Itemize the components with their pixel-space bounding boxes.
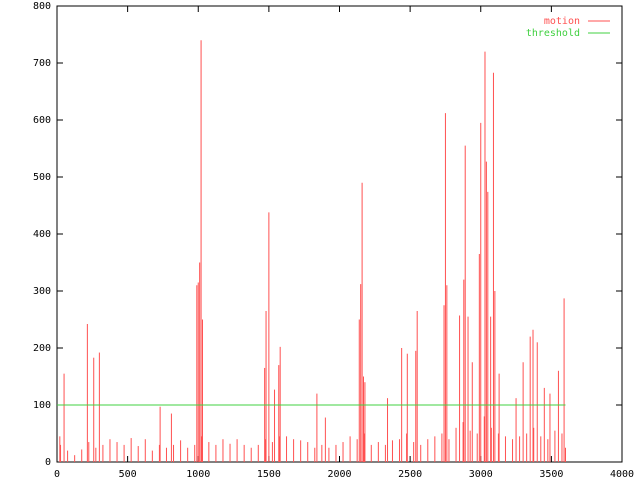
y-tick-label: 0 [45,457,51,468]
y-tick-label: 500 [33,172,51,183]
x-tick-label: 4000 [610,469,634,480]
y-tick-label: 700 [33,58,51,69]
x-tick-label: 2500 [398,469,422,480]
y-tick-label: 800 [33,1,51,12]
x-tick-label: 3000 [469,469,493,480]
y-tick-label: 200 [33,343,51,354]
legend-label: threshold [526,28,580,39]
y-tick-label: 600 [33,115,51,126]
x-tick-label: 2000 [327,469,351,480]
y-tick-label: 300 [33,286,51,297]
x-tick-label: 1500 [257,469,281,480]
x-tick-label: 1000 [186,469,210,480]
x-tick-label: 3500 [539,469,563,480]
x-tick-label: 500 [119,469,137,480]
x-tick-label: 0 [54,469,60,480]
y-tick-label: 400 [33,229,51,240]
y-tick-label: 100 [33,400,51,411]
legend-label: motion [544,16,580,27]
